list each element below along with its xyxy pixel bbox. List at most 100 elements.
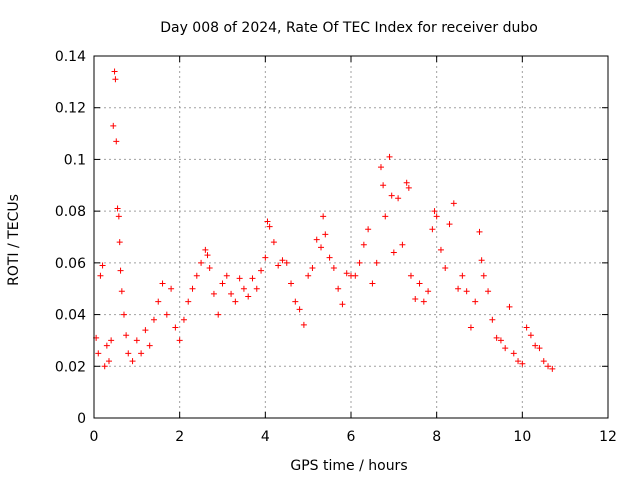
data-point (305, 272, 312, 279)
y-tick-label: 0.14 (55, 49, 86, 65)
y-tick-label: 0.04 (55, 308, 86, 324)
data-point (279, 257, 286, 264)
data-point (115, 213, 122, 220)
data-point (245, 293, 252, 300)
data-point (442, 265, 449, 272)
data-point (399, 241, 406, 248)
data-point (202, 246, 209, 253)
x-tick-label: 2 (175, 429, 184, 445)
x-axis-label: GPS time / hours (290, 458, 407, 474)
data-point (101, 363, 108, 370)
x-tick-label: 8 (432, 429, 441, 445)
data-point (459, 272, 466, 279)
data-point (163, 311, 170, 318)
x-tick-label: 6 (347, 429, 356, 445)
data-point (123, 332, 130, 339)
data-point (467, 324, 474, 331)
data-point (258, 267, 265, 274)
data-point (395, 195, 402, 202)
data-point (185, 298, 192, 305)
data-point (117, 267, 124, 274)
data-point (416, 280, 423, 287)
data-point (176, 337, 183, 344)
data-point (412, 296, 419, 303)
data-point (536, 345, 543, 352)
data-point (206, 265, 213, 272)
data-point (403, 179, 410, 186)
axis-ticks: 0 2 4 6 8 10 12 0 0.02 0.04 0.06 0.08 0.1 0.12 0.14 (55, 49, 617, 445)
y-tick-label: 0.06 (55, 256, 86, 272)
data-point (103, 342, 110, 349)
data-point (189, 285, 196, 292)
data-point (129, 358, 136, 365)
data-point (478, 257, 485, 264)
data-point (142, 327, 149, 334)
data-point (545, 363, 552, 370)
data-point (437, 246, 444, 253)
y-tick-label: 0.12 (55, 101, 86, 117)
data-point (300, 321, 307, 328)
data-point (388, 192, 395, 199)
data-point (515, 358, 522, 365)
data-point (270, 239, 277, 246)
data-point (125, 350, 132, 357)
data-point (168, 285, 175, 292)
data-point (155, 298, 162, 305)
data-point (519, 360, 526, 367)
data-point (407, 272, 414, 279)
data-point (523, 324, 530, 331)
data-point (114, 205, 121, 212)
data-point (497, 337, 504, 344)
data-point (527, 332, 534, 339)
data-point (193, 272, 200, 279)
data-point (455, 285, 462, 292)
data-point (377, 164, 384, 171)
data-point (138, 350, 145, 357)
data-point (296, 306, 303, 313)
data-point (405, 184, 412, 191)
data-point (264, 218, 271, 225)
chart-title: Day 008 of 2024, Rate Of TEC Index for r… (160, 20, 538, 36)
data-point (210, 290, 217, 297)
data-point (313, 236, 320, 243)
data-point (198, 259, 205, 266)
x-tick-label: 10 (513, 429, 531, 445)
data-point (275, 262, 282, 269)
data-point (506, 303, 513, 310)
data-points (93, 68, 556, 372)
data-point (283, 259, 290, 266)
data-point (116, 239, 123, 246)
data-point (502, 345, 509, 352)
data-point (510, 350, 517, 357)
data-point (150, 316, 157, 323)
data-point (240, 285, 247, 292)
data-point (326, 254, 333, 261)
data-point (472, 298, 479, 305)
data-point (219, 280, 226, 287)
data-point (425, 288, 432, 295)
data-point (489, 316, 496, 323)
data-point (120, 311, 127, 318)
data-point (292, 298, 299, 305)
y-tick-label: 0.08 (55, 204, 86, 220)
data-point (223, 272, 230, 279)
y-tick-label: 0.1 (64, 152, 86, 168)
data-point (133, 337, 140, 344)
data-point (330, 265, 337, 272)
data-point (380, 182, 387, 189)
data-point (339, 301, 346, 308)
data-point (493, 334, 500, 341)
data-point (360, 241, 367, 248)
data-point (180, 316, 187, 323)
y-tick-label: 0.02 (55, 359, 86, 375)
data-point (343, 270, 350, 277)
y-tick-label: 0 (77, 411, 86, 427)
data-point (476, 228, 483, 235)
data-point (382, 213, 389, 220)
x-tick-label: 12 (599, 429, 617, 445)
grid-lines (94, 56, 608, 418)
data-point (365, 226, 372, 233)
data-point (232, 298, 239, 305)
data-point (352, 272, 359, 279)
